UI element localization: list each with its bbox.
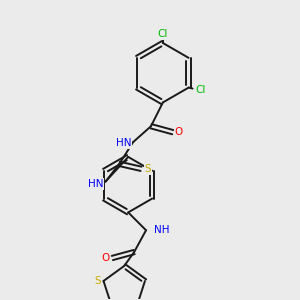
Text: S: S xyxy=(94,276,101,286)
Text: NH: NH xyxy=(154,225,170,235)
Text: HN: HN xyxy=(88,179,103,189)
Text: Cl: Cl xyxy=(195,85,206,94)
Text: S: S xyxy=(145,164,151,174)
Text: Cl: Cl xyxy=(158,29,168,39)
Text: O: O xyxy=(101,253,110,263)
Text: HN: HN xyxy=(116,138,131,148)
Text: O: O xyxy=(175,127,183,137)
